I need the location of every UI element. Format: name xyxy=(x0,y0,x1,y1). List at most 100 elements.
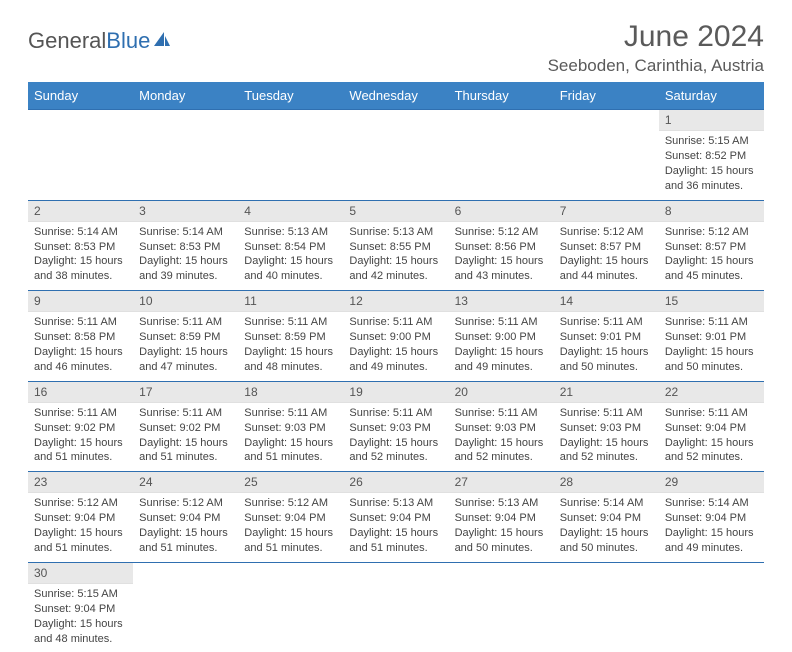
day-cell: 26Sunrise: 5:13 AMSunset: 9:04 PMDayligh… xyxy=(343,472,448,563)
day-number: 27 xyxy=(449,472,554,493)
day-cell: 3Sunrise: 5:14 AMSunset: 8:53 PMDaylight… xyxy=(133,200,238,291)
day-number: 19 xyxy=(343,382,448,403)
day-number: 20 xyxy=(449,382,554,403)
day-number: 4 xyxy=(238,201,343,222)
daylight-text: Daylight: 15 hours and 38 minutes. xyxy=(34,254,127,284)
daylight-text: Daylight: 15 hours and 50 minutes. xyxy=(560,526,653,556)
day-cell: 19Sunrise: 5:11 AMSunset: 9:03 PMDayligh… xyxy=(343,381,448,472)
day-cell: 27 Sunrise: 5:13 AMSunset: 9:04 PMDayligh… xyxy=(449,472,554,563)
day-cell: 10Sunrise: 5:11 AMSunset: 8:59 PMDayligh… xyxy=(133,291,238,382)
week-row: 30Sunrise: 5:15 AMSunset: 9:04 PMDayligh… xyxy=(28,562,764,652)
day-cell: 2Sunrise: 5:14 AMSunset: 8:53 PMDaylight… xyxy=(28,200,133,291)
day-number: 9 xyxy=(28,291,133,312)
sunset-text: Sunset: 9:04 PM xyxy=(455,511,548,526)
week-row: 1 Sunrise: 5:15 AMSunset: 8:52 PMDaylight… xyxy=(28,110,764,201)
day-number: 15 xyxy=(659,291,764,312)
day-cell xyxy=(449,110,554,201)
sunrise-text: Sunrise: 5:12 AM xyxy=(455,225,548,240)
sunset-text: Sunset: 9:04 PM xyxy=(34,602,127,617)
daylight-text: Daylight: 15 hours and 48 minutes. xyxy=(244,345,337,375)
sunrise-text: Sunrise: 5:11 AM xyxy=(139,406,232,421)
sunrise-text: Sunrise: 5:11 AM xyxy=(455,406,548,421)
day-cell: 4Sunrise: 5:13 AMSunset: 8:54 PMDaylight… xyxy=(238,200,343,291)
daylight-text: Daylight: 15 hours and 51 minutes. xyxy=(244,526,337,556)
sunset-text: Sunset: 8:52 PM xyxy=(665,149,758,164)
month-title: June 2024 xyxy=(548,20,764,54)
daylight-text: Daylight: 15 hours and 50 minutes. xyxy=(560,345,653,375)
sunset-text: Sunset: 8:53 PM xyxy=(34,240,127,255)
col-saturday: Saturday xyxy=(659,82,764,110)
day-cell: 12Sunrise: 5:11 AMSunset: 9:00 PMDayligh… xyxy=(343,291,448,382)
daylight-text: Daylight: 15 hours and 50 minutes. xyxy=(455,526,548,556)
daylight-text: Daylight: 15 hours and 52 minutes. xyxy=(455,436,548,466)
sunset-text: Sunset: 9:01 PM xyxy=(665,330,758,345)
day-cell: 6Sunrise: 5:12 AMSunset: 8:56 PMDaylight… xyxy=(449,200,554,291)
sunset-text: Sunset: 8:57 PM xyxy=(560,240,653,255)
sunrise-text: Sunrise: 5:11 AM xyxy=(665,406,758,421)
day-number: 10 xyxy=(133,291,238,312)
day-cell: 24Sunrise: 5:12 AMSunset: 9:04 PMDayligh… xyxy=(133,472,238,563)
day-number: 14 xyxy=(554,291,659,312)
week-row: 2Sunrise: 5:14 AMSunset: 8:53 PMDaylight… xyxy=(28,200,764,291)
daylight-text: Daylight: 15 hours and 51 minutes. xyxy=(349,526,442,556)
sunset-text: Sunset: 9:00 PM xyxy=(349,330,442,345)
sunset-text: Sunset: 9:03 PM xyxy=(455,421,548,436)
daylight-text: Daylight: 15 hours and 51 minutes. xyxy=(34,526,127,556)
sunrise-text: Sunrise: 5:11 AM xyxy=(244,406,337,421)
sunrise-text: Sunrise: 5:14 AM xyxy=(560,496,653,511)
day-cell: 20 Sunrise: 5:11 AMSunset: 9:03 PMDayligh… xyxy=(449,381,554,472)
sunrise-text: Sunrise: 5:15 AM xyxy=(665,134,758,149)
day-cell: 29Sunrise: 5:14 AMSunset: 9:04 PMDayligh… xyxy=(659,472,764,563)
sunset-text: Sunset: 9:04 PM xyxy=(560,511,653,526)
col-friday: Friday xyxy=(554,82,659,110)
day-cell: 17Sunrise: 5:11 AMSunset: 9:02 PMDayligh… xyxy=(133,381,238,472)
sunset-text: Sunset: 8:58 PM xyxy=(34,330,127,345)
day-number: 30 xyxy=(28,563,133,584)
sunrise-text: Sunrise: 5:13 AM xyxy=(455,496,548,511)
sunrise-text: Sunrise: 5:11 AM xyxy=(34,315,127,330)
col-sunday: Sunday xyxy=(28,82,133,110)
calendar-table: Sunday Monday Tuesday Wednesday Thursday… xyxy=(28,82,764,652)
sunset-text: Sunset: 8:57 PM xyxy=(665,240,758,255)
day-cell xyxy=(133,110,238,201)
sunrise-text: Sunrise: 5:12 AM xyxy=(665,225,758,240)
daylight-text: Daylight: 15 hours and 50 minutes. xyxy=(665,345,758,375)
sunrise-text: Sunrise: 5:12 AM xyxy=(139,496,232,511)
daylight-text: Daylight: 15 hours and 36 minutes. xyxy=(665,164,758,194)
day-number: 1 xyxy=(659,110,764,131)
sunset-text: Sunset: 8:59 PM xyxy=(139,330,232,345)
sunrise-text: Sunrise: 5:11 AM xyxy=(665,315,758,330)
sunrise-text: Sunrise: 5:12 AM xyxy=(560,225,653,240)
sunset-text: Sunset: 8:53 PM xyxy=(139,240,232,255)
sunset-text: Sunset: 8:55 PM xyxy=(349,240,442,255)
daylight-text: Daylight: 15 hours and 51 minutes. xyxy=(139,436,232,466)
day-cell xyxy=(238,110,343,201)
daylight-text: Daylight: 15 hours and 49 minutes. xyxy=(665,526,758,556)
day-cell: 7Sunrise: 5:12 AMSunset: 8:57 PMDaylight… xyxy=(554,200,659,291)
day-cell xyxy=(554,562,659,652)
day-number: 24 xyxy=(133,472,238,493)
sunrise-text: Sunrise: 5:13 AM xyxy=(349,225,442,240)
header: GeneralBlue June 2024 Seeboden, Carinthi… xyxy=(28,20,764,76)
sunrise-text: Sunrise: 5:15 AM xyxy=(34,587,127,602)
sunset-text: Sunset: 9:04 PM xyxy=(665,421,758,436)
logo: GeneralBlue xyxy=(28,28,172,54)
daylight-text: Daylight: 15 hours and 49 minutes. xyxy=(455,345,548,375)
day-cell: 9Sunrise: 5:11 AMSunset: 8:58 PMDaylight… xyxy=(28,291,133,382)
daylight-text: Daylight: 15 hours and 51 minutes. xyxy=(34,436,127,466)
day-cell: 8Sunrise: 5:12 AMSunset: 8:57 PMDaylight… xyxy=(659,200,764,291)
col-wednesday: Wednesday xyxy=(343,82,448,110)
day-cell: 22Sunrise: 5:11 AMSunset: 9:04 PMDayligh… xyxy=(659,381,764,472)
day-cell xyxy=(133,562,238,652)
day-cell xyxy=(554,110,659,201)
sunset-text: Sunset: 9:03 PM xyxy=(244,421,337,436)
day-cell xyxy=(238,562,343,652)
sunrise-text: Sunrise: 5:11 AM xyxy=(455,315,548,330)
day-cell: 25Sunrise: 5:12 AMSunset: 9:04 PMDayligh… xyxy=(238,472,343,563)
day-number: 8 xyxy=(659,201,764,222)
sunset-text: Sunset: 9:04 PM xyxy=(349,511,442,526)
sunset-text: Sunset: 9:04 PM xyxy=(244,511,337,526)
day-cell: 23Sunrise: 5:12 AMSunset: 9:04 PMDayligh… xyxy=(28,472,133,563)
day-number: 7 xyxy=(554,201,659,222)
daylight-text: Daylight: 15 hours and 42 minutes. xyxy=(349,254,442,284)
